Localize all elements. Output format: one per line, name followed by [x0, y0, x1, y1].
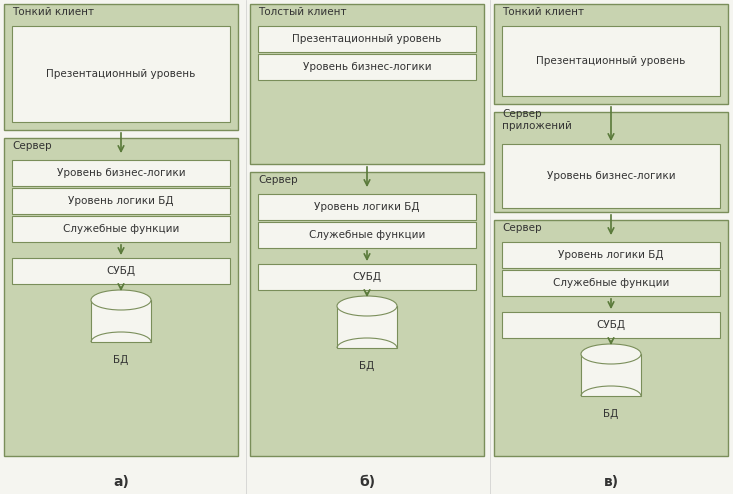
Bar — [258, 54, 476, 80]
Bar — [91, 300, 151, 342]
Text: Уровень бизнес-логики: Уровень бизнес-логики — [547, 171, 675, 181]
Bar — [258, 264, 476, 290]
Bar — [502, 312, 720, 338]
Text: Служебные функции: Служебные функции — [309, 230, 425, 240]
Bar — [494, 112, 728, 212]
Text: СУБД: СУБД — [106, 266, 136, 276]
Bar — [337, 306, 397, 348]
Bar — [258, 194, 476, 220]
Text: Презентационный уровень: Презентационный уровень — [537, 56, 685, 66]
Text: СУБД: СУБД — [597, 320, 625, 330]
Bar — [502, 242, 720, 268]
Text: а): а) — [113, 475, 129, 489]
Bar — [12, 160, 230, 186]
Text: Уровень бизнес-логики: Уровень бизнес-логики — [303, 62, 431, 72]
Text: в): в) — [603, 475, 619, 489]
Bar — [12, 26, 230, 122]
Bar — [494, 220, 728, 456]
Bar — [502, 270, 720, 296]
Text: БД: БД — [603, 409, 619, 419]
Text: Сервер
приложений: Сервер приложений — [502, 109, 572, 131]
Text: Сервер: Сервер — [258, 175, 298, 185]
Text: Уровень бизнес-логики: Уровень бизнес-логики — [56, 168, 185, 178]
Text: б): б) — [359, 475, 375, 489]
Text: СУБД: СУБД — [353, 272, 381, 282]
Text: Тонкий клиент: Тонкий клиент — [502, 7, 584, 17]
Bar — [12, 258, 230, 284]
Text: Служебные функции: Служебные функции — [553, 278, 669, 288]
Ellipse shape — [337, 296, 397, 316]
Bar — [4, 4, 238, 130]
Bar — [502, 144, 720, 208]
Text: Уровень логики БД: Уровень логики БД — [559, 250, 664, 260]
Bar — [12, 216, 230, 242]
Bar — [494, 4, 728, 104]
Text: Презентационный уровень: Презентационный уровень — [292, 34, 442, 44]
Bar — [581, 354, 641, 396]
Text: Сервер: Сервер — [502, 223, 542, 233]
Text: Сервер: Сервер — [12, 141, 51, 151]
Text: Уровень логики БД: Уровень логики БД — [314, 202, 420, 212]
Text: Толстый клиент: Толстый клиент — [258, 7, 347, 17]
Bar — [258, 26, 476, 52]
Bar — [12, 188, 230, 214]
Bar — [502, 26, 720, 96]
Text: БД: БД — [359, 361, 375, 371]
Bar — [250, 4, 484, 164]
Text: Служебные функции: Служебные функции — [63, 224, 179, 234]
Text: БД: БД — [114, 355, 128, 365]
Text: Уровень логики БД: Уровень логики БД — [68, 196, 174, 206]
Bar — [250, 172, 484, 456]
Text: Тонкий клиент: Тонкий клиент — [12, 7, 94, 17]
Bar — [258, 222, 476, 248]
Ellipse shape — [581, 344, 641, 364]
Ellipse shape — [91, 290, 151, 310]
Bar — [4, 138, 238, 456]
Text: Презентационный уровень: Презентационный уровень — [46, 69, 196, 79]
